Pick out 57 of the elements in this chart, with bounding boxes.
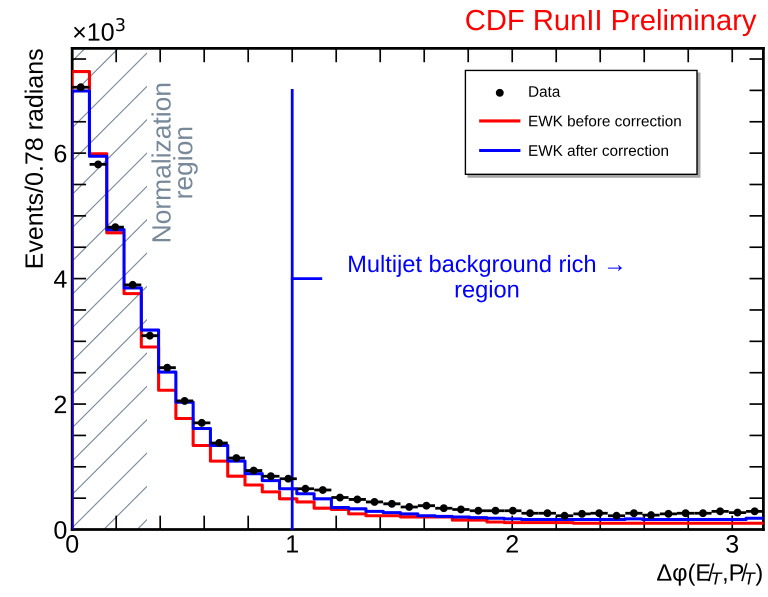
point: [301, 484, 310, 493]
point: [215, 439, 224, 447]
point: [647, 511, 656, 520]
point: [474, 506, 482, 515]
point: [250, 466, 258, 475]
point: [405, 503, 414, 511]
point: [508, 506, 517, 515]
point: [699, 509, 707, 518]
legend-label: EWK before correction: [529, 115, 681, 126]
point: [578, 510, 586, 518]
point: [232, 454, 240, 462]
point: [146, 332, 154, 340]
x-tick-label: 1: [287, 535, 298, 553]
annotation: Multijet background rich → region: [349, 254, 622, 302]
point: [750, 507, 759, 516]
point: [492, 506, 500, 515]
point: [716, 507, 724, 516]
point: [595, 509, 604, 518]
point: [318, 486, 327, 494]
legend-label: EWK after correction: [529, 144, 668, 156]
point: [336, 494, 344, 502]
point: [353, 495, 362, 504]
y-tick-label: 0: [54, 521, 66, 539]
band-label: Normalization region: [151, 84, 198, 242]
text: ×10$^{3}$: [74, 18, 125, 41]
x-axis-title: Δφ(E̸$_{T}$,P̸$_{T}$): [657, 563, 762, 586]
point: [734, 508, 742, 517]
y-tick-label: 2: [54, 396, 66, 414]
chart-title: CDF RunII Preliminary: [466, 8, 756, 36]
point: [198, 418, 206, 427]
point: [457, 506, 465, 514]
point: [560, 512, 569, 520]
point: [266, 472, 275, 480]
point: [543, 509, 552, 518]
legend-label: Data: [529, 86, 560, 97]
point: [76, 83, 85, 92]
x-tick-label: 0: [66, 535, 78, 553]
point: [370, 498, 378, 506]
point: [526, 509, 534, 518]
point: [128, 280, 137, 289]
point: [388, 500, 396, 508]
point: [94, 160, 102, 168]
point: [440, 504, 448, 512]
point: [284, 474, 292, 483]
point: [422, 502, 430, 510]
y-axis-title: Events/0.78 radians: [24, 49, 43, 268]
x-tick-label: 2: [506, 535, 518, 553]
point: [180, 396, 189, 405]
y-tick-label: 6: [54, 144, 66, 162]
y-tick-label: 4: [54, 270, 67, 288]
point: [630, 509, 638, 518]
point: [664, 510, 672, 518]
point: [163, 364, 172, 372]
point: [612, 512, 620, 520]
x-tick-label: 3: [726, 535, 738, 553]
point: [682, 509, 690, 518]
point: [111, 223, 120, 232]
